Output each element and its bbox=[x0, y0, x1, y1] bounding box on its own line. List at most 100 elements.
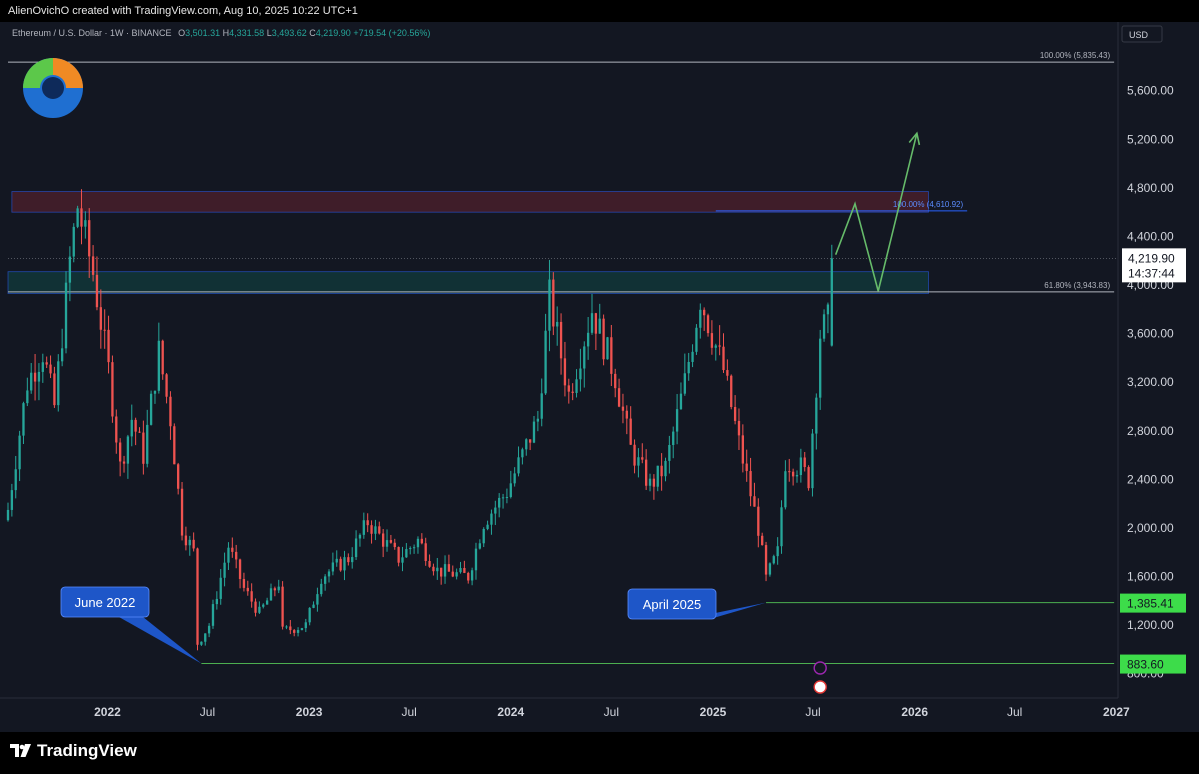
candle-body bbox=[157, 340, 160, 391]
candle-body bbox=[327, 571, 331, 577]
x-tick-label: 2026 bbox=[901, 705, 928, 719]
change-value: +719.54 (+20.56%) bbox=[353, 28, 431, 38]
y-tick-label: 1,600.00 bbox=[1127, 570, 1174, 584]
candle-body bbox=[761, 535, 764, 546]
x-tick-label: 2022 bbox=[94, 705, 121, 719]
projection-arrowhead bbox=[908, 131, 921, 146]
callout-pointer-0 bbox=[119, 617, 202, 664]
level-label-1: 100.00% (4,610.92) bbox=[893, 200, 964, 209]
candle-body bbox=[451, 571, 454, 577]
y-tick-label: 3,600.00 bbox=[1127, 327, 1174, 341]
candle-body bbox=[26, 390, 29, 404]
candle-body bbox=[76, 208, 79, 227]
level-label-0: 100.00% (5,835.43) bbox=[1040, 51, 1111, 60]
candle-body bbox=[258, 606, 261, 613]
candle-body bbox=[351, 557, 354, 563]
candle-body bbox=[556, 321, 559, 327]
candle-body bbox=[730, 375, 733, 408]
candle-body bbox=[501, 497, 505, 499]
candle-body bbox=[22, 403, 25, 436]
low-label: L bbox=[266, 28, 272, 38]
high-value: 4,331.58 bbox=[229, 28, 265, 38]
candle-body bbox=[161, 340, 164, 375]
candle-body bbox=[149, 393, 153, 425]
candle-body bbox=[521, 449, 524, 458]
candle-body bbox=[598, 318, 601, 334]
candle-body bbox=[826, 304, 830, 315]
candle-body bbox=[656, 465, 659, 487]
candle-body bbox=[428, 560, 431, 567]
candle-body bbox=[223, 562, 226, 578]
candle-body bbox=[625, 410, 628, 419]
candle-body bbox=[277, 586, 280, 591]
candle-body bbox=[486, 524, 489, 529]
candle-body bbox=[590, 313, 594, 333]
candle-body bbox=[733, 407, 737, 421]
x-tick-label: 2025 bbox=[700, 705, 727, 719]
candle-body bbox=[815, 397, 818, 434]
candle-body bbox=[513, 473, 516, 484]
candle-body bbox=[644, 459, 648, 486]
price-badge-text: 883.60 bbox=[1127, 658, 1164, 672]
candle-body bbox=[304, 622, 307, 629]
candle-body bbox=[134, 419, 137, 432]
candle-body bbox=[440, 567, 443, 577]
candle-body bbox=[354, 538, 358, 558]
candle-body bbox=[819, 338, 822, 398]
candle-body bbox=[699, 309, 702, 328]
candle-body bbox=[509, 483, 512, 497]
candle-body bbox=[385, 540, 389, 547]
candle-body bbox=[552, 279, 555, 327]
candle-body bbox=[269, 588, 273, 601]
price-badge-box bbox=[1120, 593, 1186, 613]
candle-body bbox=[115, 416, 118, 443]
candle-body bbox=[490, 513, 493, 525]
credit-text: AlienOvichO created with TradingView.com… bbox=[8, 5, 358, 17]
candle-body bbox=[316, 594, 319, 605]
candle-body bbox=[231, 547, 234, 552]
price-badge-box bbox=[1122, 248, 1186, 283]
candle-body bbox=[559, 321, 563, 359]
candle-body bbox=[695, 327, 698, 352]
high-label: H bbox=[222, 28, 230, 38]
candle-body bbox=[532, 421, 536, 443]
candle-body bbox=[296, 630, 300, 633]
candle-body bbox=[621, 406, 625, 411]
candle-body bbox=[362, 520, 365, 535]
price-axis-panel bbox=[1118, 22, 1199, 732]
currency-label: USD bbox=[1129, 30, 1149, 40]
candle-body bbox=[95, 274, 99, 308]
candle-body bbox=[68, 256, 72, 283]
brand-name: TradingView bbox=[37, 741, 137, 760]
top-bar: AlienOvichO created with TradingView.com… bbox=[0, 0, 1199, 22]
candle-body bbox=[103, 329, 106, 331]
callout-box-0 bbox=[60, 586, 150, 618]
currency-box bbox=[1121, 25, 1163, 43]
projection-path bbox=[834, 133, 918, 292]
symbol-name: Ethereum / U.S. Dollar · 1W · BINANCE bbox=[12, 28, 172, 38]
footer-bar bbox=[0, 732, 1199, 774]
candle-body bbox=[409, 548, 412, 550]
open-label: O bbox=[178, 28, 186, 38]
candle-body bbox=[757, 506, 760, 536]
candle-body bbox=[811, 433, 814, 489]
resistance-zone bbox=[11, 191, 929, 213]
candle-body bbox=[242, 578, 246, 588]
candle-body bbox=[30, 372, 33, 391]
candle-body bbox=[53, 373, 56, 406]
price-badge-text: 4,219.90 bbox=[1128, 251, 1175, 265]
candle-body bbox=[99, 307, 102, 330]
candle-body bbox=[722, 346, 725, 371]
candle-body bbox=[246, 587, 249, 592]
x-tick-label: 2023 bbox=[296, 705, 323, 719]
open-value: 3,501.31 bbox=[185, 28, 221, 38]
candle-body bbox=[525, 439, 528, 450]
candle-body bbox=[610, 337, 613, 374]
y-tick-label: 3,200.00 bbox=[1127, 375, 1174, 389]
candle-body bbox=[37, 371, 41, 382]
candle-body bbox=[331, 562, 335, 572]
candle-body bbox=[312, 604, 315, 608]
candle-body bbox=[470, 570, 474, 581]
candle-body bbox=[768, 563, 772, 575]
